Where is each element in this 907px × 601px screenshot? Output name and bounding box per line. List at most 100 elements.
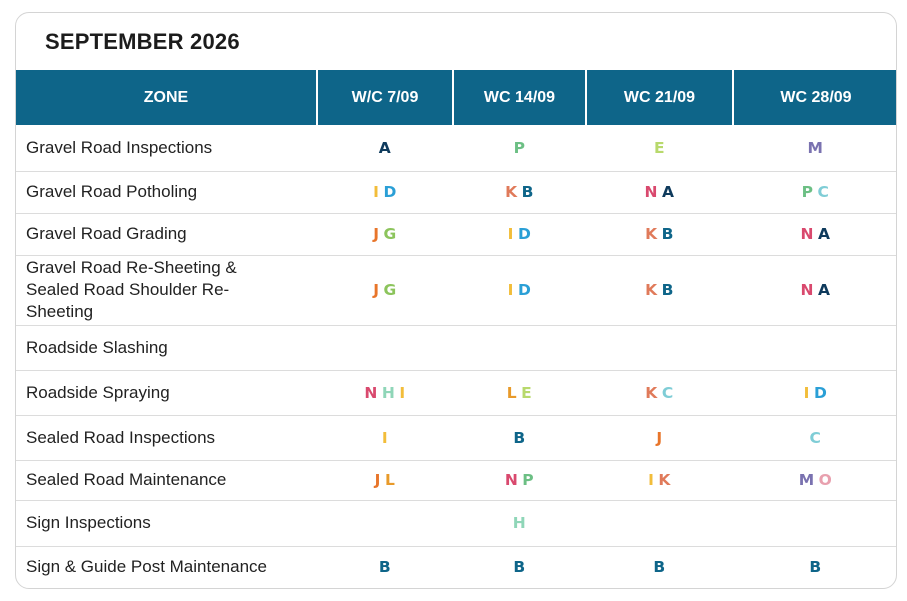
zone-cell: Sealed Road Inspections	[16, 415, 317, 461]
week-cell: M	[733, 125, 896, 172]
crew-letter: D	[383, 183, 397, 201]
crew-letter: M	[807, 138, 824, 157]
week-cell: B	[317, 546, 453, 588]
crew-letter: I	[507, 225, 514, 243]
zone-cell: Gravel Road Potholing	[16, 171, 317, 214]
crew-letter: P	[522, 471, 535, 489]
crew-letter: E	[653, 138, 666, 157]
crew-letter: O	[818, 471, 833, 489]
week-cell: P	[453, 125, 586, 172]
week-cell: B	[733, 546, 896, 588]
crew-letter: G	[383, 225, 397, 243]
table-row: Sign & Guide Post Maintenance B B B B	[16, 546, 896, 588]
crew-letter: N	[800, 225, 814, 243]
crew-letter: K	[658, 471, 671, 489]
crew-letter: M	[798, 471, 815, 489]
crew-letter: A	[378, 138, 392, 157]
week-cell: J	[586, 415, 733, 461]
table-body: Gravel Road Inspections A P E M Gravel Road P…	[16, 125, 896, 588]
column-header-zone: ZONE	[16, 70, 318, 125]
crew-letter: C	[661, 383, 674, 402]
crew-letter: K	[645, 225, 658, 243]
crew-letter: A	[817, 281, 831, 299]
crew-letter: K	[645, 383, 658, 402]
week-cell: C	[733, 415, 896, 461]
crew-letter: D	[517, 225, 532, 243]
crew-letter: L	[506, 383, 518, 402]
table-row: Sealed Road Maintenance J L N P I K M O	[16, 460, 896, 501]
crew-letter: A	[817, 225, 831, 243]
crew-letter: A	[661, 183, 675, 201]
table-row: Sign Inspections H	[16, 500, 896, 547]
crew-letter: C	[817, 183, 830, 201]
crew-letter: J	[374, 471, 381, 489]
week-cell	[586, 325, 733, 371]
crew-letter: I	[648, 471, 655, 489]
zone-cell: Sign Inspections	[16, 500, 317, 547]
zone-cell: Gravel Road Inspections	[16, 125, 317, 172]
crew-letter: E	[521, 383, 533, 402]
zone-cell: Roadside Spraying	[16, 370, 317, 416]
table-row: Gravel Road Re-Sheeting & Sealed Road Sh…	[16, 255, 896, 326]
table-row: Roadside Spraying N H I L E K C I D	[16, 370, 896, 416]
table-row: Gravel Road Grading J G I D K B N A	[16, 213, 896, 256]
week-cell	[733, 500, 896, 547]
column-header-week-3: WC 21/09	[586, 70, 734, 125]
crew-letter: J	[373, 225, 380, 243]
crew-letter: P	[513, 138, 526, 157]
crew-letter: D	[813, 383, 828, 402]
week-cell	[317, 500, 453, 547]
crew-letter: K	[505, 183, 518, 201]
crew-letter: L	[384, 471, 396, 489]
week-cell: B	[453, 415, 586, 461]
table-row: Roadside Slashing	[16, 325, 896, 371]
schedule-table: ZONE W/C 7/09 WC 14/09 WC 21/09 WC 28/09…	[16, 70, 896, 588]
crew-letter: J	[656, 428, 663, 447]
page-title: SEPTEMBER 2026	[45, 29, 240, 54]
header-row: ZONE W/C 7/09 WC 14/09 WC 21/09 WC 28/09	[16, 70, 896, 125]
crew-letter: K	[645, 281, 658, 299]
table-row: Gravel Road Inspections A P E M	[16, 125, 896, 172]
crew-letter: N	[644, 183, 658, 201]
zone-cell: Gravel Road Grading	[16, 213, 317, 256]
crew-letter: B	[378, 558, 392, 577]
crew-letter: N	[504, 471, 519, 489]
table-row: Gravel Road Potholing I D K B N A P C	[16, 171, 896, 214]
zone-cell: Gravel Road Re-Sheeting & Sealed Road Sh…	[16, 255, 317, 326]
crew-letter: H	[512, 514, 527, 532]
crew-letter: B	[661, 281, 674, 299]
crew-letter: P	[801, 183, 814, 201]
schedule-card: SEPTEMBER 2026 ZONE W/C 7/09 WC 14/09 WC…	[15, 12, 897, 589]
week-cell: E	[586, 125, 733, 172]
crew-letter: J	[373, 281, 380, 299]
zone-cell: Roadside Slashing	[16, 325, 317, 371]
week-cell: I	[317, 415, 453, 461]
crew-letter: N	[364, 383, 378, 402]
crew-letter: B	[809, 558, 822, 577]
crew-letter: I	[507, 281, 514, 299]
crew-letter: B	[521, 183, 534, 201]
crew-letter: I	[803, 383, 810, 402]
zone-cell: Sign & Guide Post Maintenance	[26, 557, 267, 577]
column-header-week-4: WC 28/09	[733, 70, 896, 125]
week-cell	[733, 325, 896, 371]
week-cell: B	[586, 546, 733, 588]
